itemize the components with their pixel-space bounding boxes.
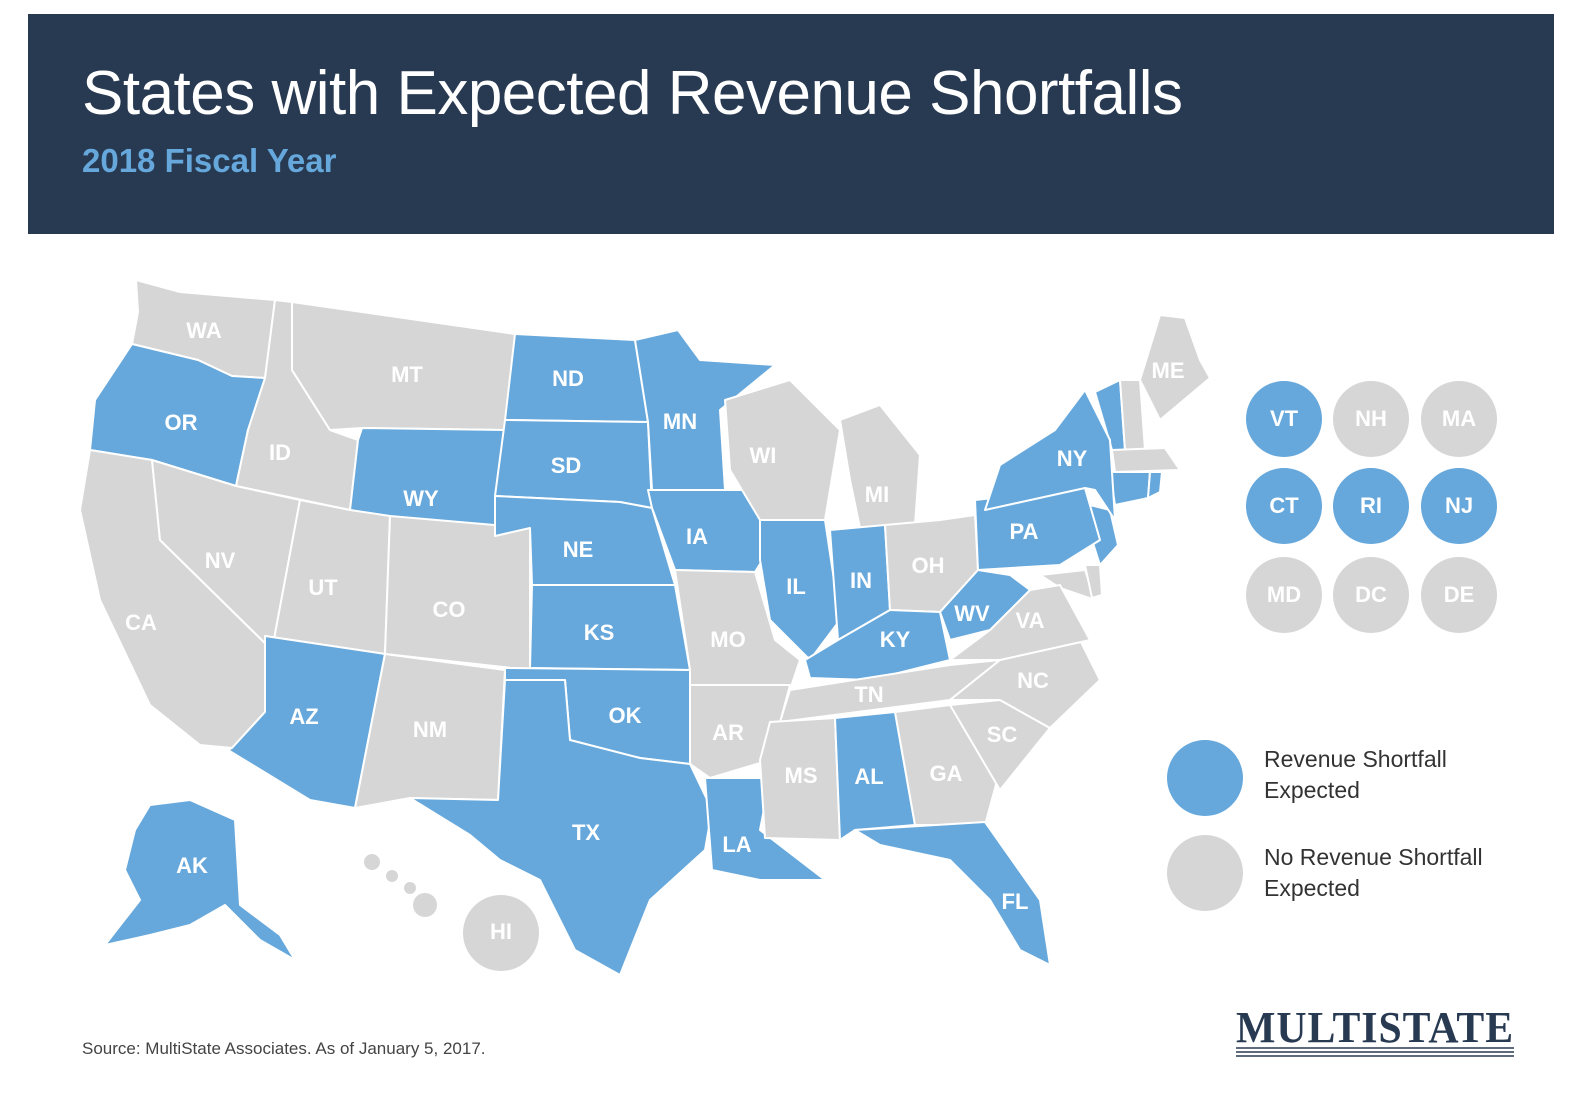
state-label-ms: MS — [785, 763, 818, 788]
multistate-logo: MULTISTATE — [1232, 1000, 1522, 1060]
state-label-ky: KY — [880, 627, 911, 652]
state-label-nm: NM — [413, 717, 447, 742]
state-shape-ms — [759, 717, 841, 841]
state-label-ne: NE — [563, 537, 594, 562]
state-shape-ma — [1111, 447, 1181, 473]
state-label-ny: NY — [1057, 446, 1088, 471]
state-label-sd: SD — [551, 453, 582, 478]
state-label-dc: DC — [1355, 582, 1387, 607]
small-state-marker-de — [1421, 557, 1497, 633]
state-label-ma: MA — [1442, 406, 1476, 431]
source-note: Source: MultiState Associates. As of Jan… — [82, 1039, 486, 1058]
state-label-al: AL — [854, 764, 883, 789]
us-map: HI WA OR CA ID NV MT WY UT AZ CO NM ND SD NE KS OK TX MN IA… — [0, 234, 1578, 1024]
state-label-ks: KS — [584, 620, 615, 645]
state-label-ak: AK — [176, 853, 208, 878]
state-shape-me — [1139, 314, 1211, 421]
state-shape-mn — [634, 329, 776, 491]
state-label-ok: OK — [609, 703, 642, 728]
state-shape-ct — [1109, 471, 1151, 506]
state-label-mn: MN — [663, 409, 697, 434]
legend — [1167, 740, 1243, 911]
page-subtitle: 2018 Fiscal Year — [82, 142, 337, 179]
state-shape-ga — [894, 704, 1001, 826]
state-label-fl: FL — [1002, 889, 1029, 914]
state-label-md: MD — [1267, 582, 1301, 607]
state-shape-ri — [1147, 471, 1163, 499]
svg-text:MULTISTATE: MULTISTATE — [1236, 1003, 1514, 1052]
state-label-wa: WA — [186, 318, 222, 343]
state-shape-mi — [839, 404, 921, 529]
hawaii-island-shape — [413, 893, 437, 917]
state-label-la: LA — [722, 832, 751, 857]
state-label-ri: RI — [1360, 493, 1382, 518]
state-label-nj: NJ — [1445, 493, 1473, 518]
state-label-vt: VT — [1270, 406, 1299, 431]
state-label-va: VA — [1016, 608, 1045, 633]
state-label-in: IN — [850, 568, 872, 593]
hawaii-island-shape — [364, 854, 380, 870]
state-label-wy: WY — [403, 486, 439, 511]
state-shape-de — [1084, 564, 1103, 599]
state-shape-ky — [804, 609, 951, 681]
small-state-marker-ma — [1421, 381, 1497, 457]
state-label-mt: MT — [391, 362, 423, 387]
legend-shortfall-label: Revenue Shortfall Expected — [1264, 746, 1447, 803]
state-label-mi: MI — [865, 482, 889, 507]
state-label-sc: SC — [987, 722, 1018, 747]
state-marker-hi — [463, 895, 539, 971]
state-label-tx: TX — [572, 820, 600, 845]
state-label-ut: UT — [308, 575, 338, 600]
small-state-marker-nh — [1333, 381, 1409, 457]
hawaii-island-shape — [404, 882, 416, 894]
state-label-co: CO — [433, 597, 466, 622]
state-label-or: OR — [165, 410, 198, 435]
state-label-wv: WV — [954, 601, 990, 626]
legend-shortfall-swatch — [1167, 740, 1243, 816]
state-shape-tx — [409, 679, 713, 976]
states-layer: HI WA OR CA ID NV MT WY UT AZ CO NM ND SD NE KS OK TX MN IA… — [79, 279, 1211, 976]
small-state-marker-ri — [1333, 468, 1409, 544]
state-shape-co — [384, 515, 531, 671]
state-shape-fl — [854, 821, 1051, 966]
state-label-nv: NV — [205, 548, 236, 573]
title-banner: States with Expected Revenue Shortfalls … — [28, 14, 1554, 234]
state-label-nd: ND — [552, 366, 584, 391]
state-shape-nh — [1119, 379, 1146, 451]
state-label-wi: WI — [750, 443, 777, 468]
small-states-grid: VT NH MA CT RI NJ MD DC DE — [1246, 381, 1497, 633]
small-state-marker-vt — [1246, 381, 1322, 457]
state-shape-mo — [674, 569, 801, 691]
hawaii-island-shape — [386, 870, 398, 882]
state-shape-md — [1039, 569, 1096, 601]
state-shape-ak — [104, 799, 296, 961]
state-label-me: ME — [1152, 358, 1185, 383]
state-label-de: DE — [1444, 582, 1475, 607]
us-map-svg: HI WA OR CA ID NV MT WY UT AZ CO NM ND SD NE KS OK TX MN IA… — [79, 279, 1497, 976]
state-label-pa: PA — [1010, 519, 1039, 544]
state-label-id: ID — [269, 440, 291, 465]
small-state-marker-nj — [1421, 468, 1497, 544]
page-title: States with Expected Revenue Shortfalls — [82, 59, 1183, 128]
state-label-hi: HI — [490, 919, 512, 944]
state-label-tn: TN — [854, 682, 883, 707]
state-label-ga: GA — [930, 761, 963, 786]
state-label-ia: IA — [686, 524, 708, 549]
state-label-ca: CA — [125, 610, 157, 635]
legend-no-shortfall-label: No Revenue Shortfall Expected — [1264, 844, 1483, 901]
state-label-az: AZ — [289, 704, 318, 729]
state-label-mo: MO — [710, 627, 745, 652]
state-shape-ny — [984, 389, 1116, 521]
state-label-nh: NH — [1355, 406, 1387, 431]
state-label-nc: NC — [1017, 668, 1049, 693]
legend-no-shortfall-swatch — [1167, 835, 1243, 911]
small-state-marker-ct — [1246, 468, 1322, 544]
state-label-oh: OH — [912, 553, 945, 578]
state-label-ar: AR — [712, 720, 744, 745]
small-state-marker-dc — [1333, 557, 1409, 633]
state-label-il: IL — [786, 574, 806, 599]
small-state-marker-md — [1246, 557, 1322, 633]
state-label-ct: CT — [1269, 493, 1299, 518]
